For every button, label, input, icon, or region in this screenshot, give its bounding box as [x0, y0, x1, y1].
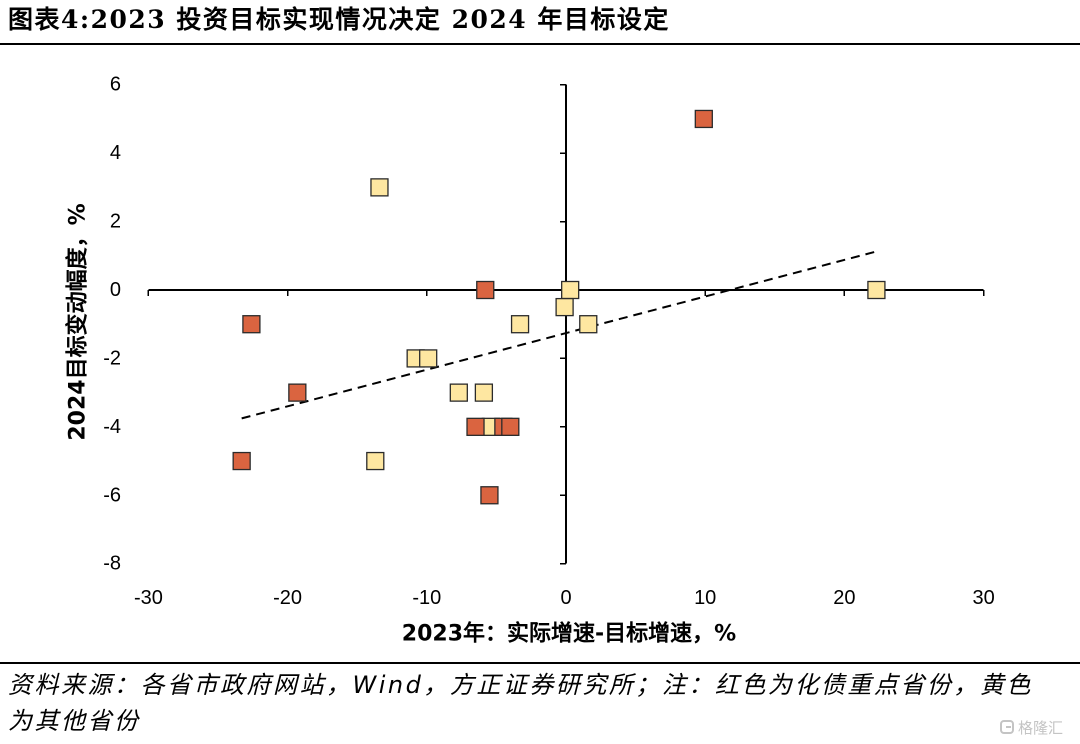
scatter-point	[449, 383, 468, 402]
x-axis-title: 2023年：实际增速-目标增速，%	[402, 621, 736, 647]
scatter-point	[288, 383, 307, 402]
chart-points	[232, 109, 886, 505]
title-divider	[0, 43, 1080, 45]
scatter-point	[694, 109, 713, 129]
y-tick-label: -4	[103, 416, 121, 438]
y-tick-label: -8	[103, 553, 121, 575]
chart-trend	[241, 250, 877, 420]
scatter-point	[555, 297, 574, 317]
scatter-point	[242, 315, 261, 334]
source-divider	[0, 662, 1080, 664]
x-tick-label: 30	[972, 587, 994, 609]
y-tick-label: 0	[110, 279, 121, 301]
g-logo-icon	[1000, 720, 1014, 734]
scatter-point	[366, 451, 385, 471]
x-tick-label: 10	[694, 587, 716, 609]
x-tick-label: -10	[412, 587, 441, 609]
y-tick-label: 6	[110, 74, 121, 96]
source-note-line-2: 为其他省份	[8, 707, 141, 735]
y-tick-label: -2	[103, 347, 121, 369]
y-tick-label: 4	[110, 142, 121, 164]
x-tick-label: 0	[560, 587, 571, 609]
y-tick-label: 2	[110, 211, 121, 233]
x-tick-label: -30	[134, 587, 163, 609]
chart-axes	[147, 83, 985, 565]
scatter-point	[474, 383, 494, 402]
watermark-text: 格隆汇	[1018, 718, 1064, 737]
x-tick-label: -20	[273, 587, 302, 609]
page-title: 图表4:2023 投资目标实现情况决定 2024 年目标设定	[8, 5, 670, 34]
scatter-point	[867, 280, 886, 300]
y-axis-title: 2024目标变动幅度，%	[65, 203, 91, 440]
scatter-point	[466, 417, 485, 436]
scatter-point	[561, 280, 580, 300]
scatter-point	[232, 451, 251, 471]
source-note-line-1: 资料来源：各省市政府网站，Wind，方正证券研究所；注：红色为化债重点省份，黄色	[8, 671, 1033, 699]
scatter-point	[419, 349, 438, 368]
scatter-point	[480, 486, 499, 505]
y-tick-label: -6	[103, 484, 121, 506]
scatter-point	[510, 315, 530, 334]
trendline	[241, 250, 877, 420]
scatter-point	[370, 178, 389, 197]
watermark: 格隆汇	[1000, 716, 1063, 738]
scatter-point	[579, 315, 598, 334]
scatter-point	[476, 280, 495, 300]
scatter-point	[501, 417, 520, 436]
x-tick-label: 20	[833, 587, 855, 609]
